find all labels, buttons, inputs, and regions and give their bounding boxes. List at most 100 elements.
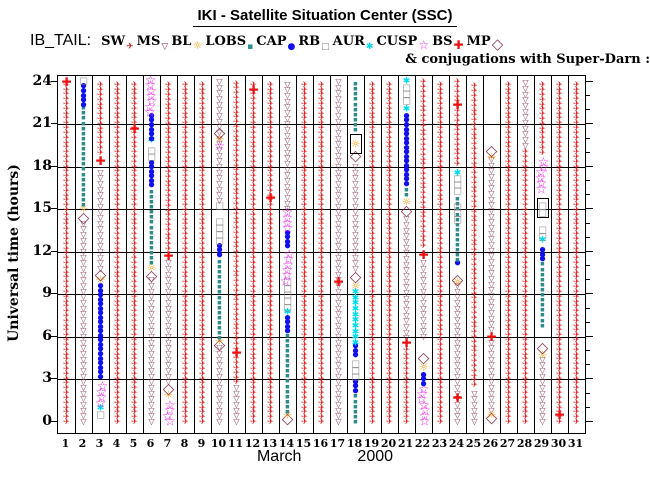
sw-marker: ✈ bbox=[386, 81, 393, 89]
ms-marker: ▽ bbox=[97, 169, 103, 177]
legend-item-cap: CAP● bbox=[256, 30, 296, 49]
legend-item-label: BL bbox=[171, 34, 191, 49]
legend-item-label: SW bbox=[101, 34, 125, 49]
y-tick-minor-right bbox=[585, 308, 590, 309]
y-tick-minor-right bbox=[585, 180, 590, 181]
y-tick-major bbox=[51, 378, 57, 379]
cusp-marker: ☆ bbox=[283, 248, 295, 261]
sw-marker: ✈ bbox=[454, 78, 461, 86]
bs-marker: ✚ bbox=[452, 99, 462, 111]
x-axis-month: March bbox=[257, 448, 301, 465]
y-tick-minor-right bbox=[585, 237, 590, 238]
legend-item-cusp: CUSP☆ bbox=[376, 30, 430, 49]
y-tick-minor-right bbox=[585, 293, 593, 294]
y-tick-label: 6 bbox=[26, 328, 52, 344]
ms-legend-icon: ▽ bbox=[161, 42, 168, 52]
lobs-marker: ▪ bbox=[353, 81, 358, 88]
y-tick-minor-right bbox=[585, 378, 593, 379]
sw-marker: ✈ bbox=[114, 81, 121, 89]
y-tick-minor-right bbox=[585, 194, 590, 195]
y-tick-label: 9 bbox=[26, 285, 52, 301]
legend-item-label: BS bbox=[432, 34, 452, 49]
y-tick-label: 0 bbox=[26, 413, 52, 429]
sw-marker: ✈ bbox=[318, 81, 325, 89]
legend-item-bl: BL☼ bbox=[171, 30, 203, 49]
bs-marker: ✚ bbox=[129, 123, 139, 135]
y-tick-major bbox=[51, 421, 57, 422]
aur-marker: ✱ bbox=[403, 77, 411, 86]
legend-item-label: CUSP bbox=[376, 34, 417, 49]
lobs-marker: ▪ bbox=[217, 258, 222, 265]
y-tick-label: 12 bbox=[26, 243, 52, 259]
y-tick-minor-right bbox=[585, 123, 593, 124]
aur-legend-icon: ✱ bbox=[366, 42, 374, 52]
x-axis-year: 2000 bbox=[357, 448, 393, 465]
y-tick-minor-right bbox=[585, 279, 590, 280]
cusp-legend-icon: ☆ bbox=[418, 38, 429, 52]
rb-marker: □ bbox=[453, 204, 462, 213]
legend-item-bs: BS✚ bbox=[432, 30, 464, 49]
y-tick-major bbox=[51, 336, 57, 337]
cusp-marker: ☆ bbox=[97, 381, 109, 394]
y-tick-minor-right bbox=[585, 208, 593, 209]
box-marker bbox=[537, 198, 549, 218]
bs-marker: ✚ bbox=[95, 155, 105, 167]
y-axis-label: Universal time (hours) bbox=[6, 164, 22, 342]
y-tick-major bbox=[51, 293, 57, 294]
legend-item-rb: RB□ bbox=[298, 30, 330, 49]
bs-marker: ✚ bbox=[231, 347, 241, 359]
mp-marker: ◇ bbox=[486, 144, 498, 159]
sw-marker: ✈ bbox=[199, 81, 206, 89]
page-title: IKI - Satellite Situation Center (SSC) bbox=[193, 7, 456, 27]
sw-marker: ✈ bbox=[301, 81, 308, 89]
sw-marker: ✈ bbox=[505, 81, 512, 89]
legend-item-lobs: LOBS▪ bbox=[205, 30, 254, 49]
sw-marker: ✈ bbox=[369, 81, 376, 89]
sw-marker: ✈ bbox=[420, 78, 427, 86]
y-tick-label: 3 bbox=[26, 370, 52, 386]
y-tick-major bbox=[51, 166, 57, 167]
cap-legend-icon: ● bbox=[288, 42, 296, 52]
bl-legend-icon: ☼ bbox=[192, 39, 202, 52]
y-tick-minor-right bbox=[585, 166, 593, 167]
sw-marker: ✈ bbox=[182, 81, 189, 89]
rb-marker: □ bbox=[147, 148, 156, 157]
bs-marker: ✚ bbox=[61, 76, 71, 88]
mp-marker: ◇ bbox=[418, 351, 430, 366]
mp-marker: ◇ bbox=[452, 273, 464, 288]
sw-marker: ✈ bbox=[131, 81, 138, 89]
y-tick-minor-right bbox=[585, 265, 590, 266]
legend-item-aur: AUR✱ bbox=[333, 30, 375, 49]
y-tick-minor-right bbox=[585, 350, 590, 351]
ms-marker: ▽ bbox=[352, 163, 358, 171]
y-tick-minor-right bbox=[585, 336, 593, 337]
title-wrap: IKI - Satellite Situation Center (SSC) bbox=[0, 5, 650, 27]
sw-legend-icon: ✈ bbox=[126, 42, 134, 52]
legend: IB_TAIL: SW✈ MS▽ BL☼ LOBS▪ CAP● RB□ AUR✱ CUSP☆ BS… bbox=[30, 30, 506, 50]
y-tick-minor-right bbox=[585, 322, 590, 323]
legend-item-label: RB bbox=[298, 34, 320, 49]
lobs-marker: ▪ bbox=[149, 188, 154, 195]
legend-item-ms: MS▽ bbox=[137, 30, 170, 49]
aur-marker: ✱ bbox=[454, 170, 462, 179]
x-axis-label: March 2000 bbox=[0, 448, 650, 466]
rb-marker: □ bbox=[215, 218, 224, 227]
y-tick-label: 15 bbox=[26, 200, 52, 216]
sw-marker: ✈ bbox=[539, 81, 546, 89]
sw-marker: ✈ bbox=[97, 81, 104, 89]
bs-marker: ✚ bbox=[418, 249, 428, 261]
y-tick-minor-right bbox=[585, 138, 590, 139]
lobs-legend-icon: ▪ bbox=[247, 42, 253, 52]
bs-marker: ✚ bbox=[452, 392, 462, 404]
legend-items: SW✈ MS▽ BL☼ LOBS▪ CAP● RB□ AUR✱ CUSP☆ BS✚ MP◇ bbox=[101, 30, 506, 49]
mp-marker: ◇ bbox=[214, 125, 226, 140]
y-tick-label: 24 bbox=[26, 73, 52, 89]
cusp-marker: ☆ bbox=[145, 74, 157, 87]
ms-marker: ▽ bbox=[216, 78, 222, 86]
sw-marker: ✈ bbox=[165, 81, 172, 89]
legend-item-label: MP bbox=[467, 34, 491, 49]
ms-marker: ▽ bbox=[522, 79, 528, 87]
bs-marker: ✚ bbox=[333, 276, 343, 288]
y-tick-major bbox=[51, 123, 57, 124]
rb-marker: □ bbox=[538, 227, 547, 236]
